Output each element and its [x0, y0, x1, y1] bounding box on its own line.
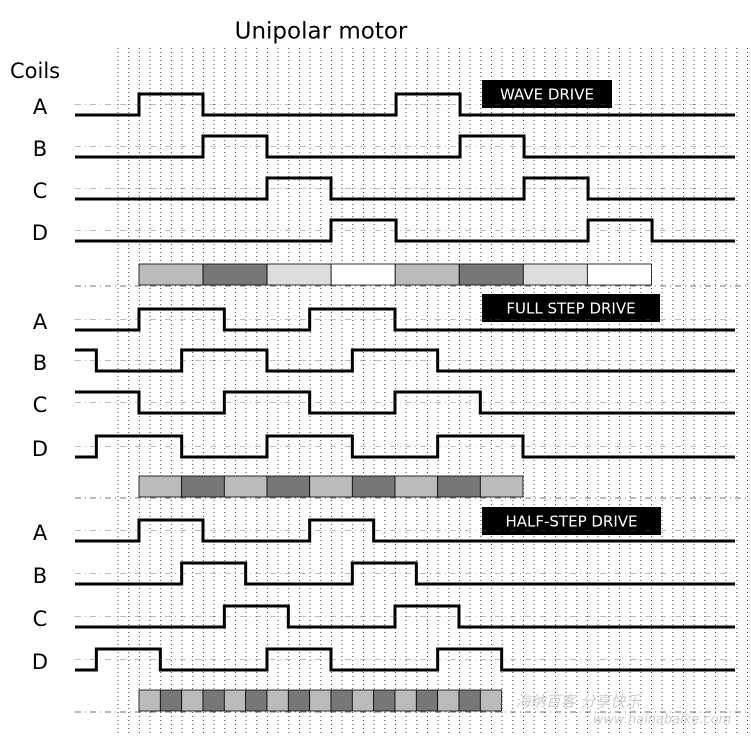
step-cell: [437, 689, 460, 712]
watermark: 海纳百客 分享快乐: [516, 693, 642, 711]
coil-label: D: [32, 650, 48, 674]
coil-label: B: [33, 564, 47, 588]
step-cell: [223, 475, 268, 498]
step-cell: [181, 689, 204, 712]
coil-label: C: [33, 393, 48, 417]
step-cell: [479, 689, 503, 712]
waveform: [75, 434, 735, 459]
watermark: www.hainabaike.com: [593, 713, 731, 728]
waveform: [75, 348, 735, 373]
step-cell: [223, 689, 247, 712]
waveform: [75, 604, 735, 629]
step-cell: [202, 689, 225, 712]
step-cell: [351, 689, 375, 712]
coil-label: B: [33, 137, 47, 161]
step-cell: [309, 689, 332, 712]
step-cell: [458, 689, 481, 712]
step-cell: [394, 689, 417, 712]
coil-label: C: [33, 179, 48, 203]
step-cell: [266, 263, 332, 286]
waveform: [75, 134, 735, 159]
step-cell: [266, 689, 289, 712]
mode-label: WAVE DRIVE: [500, 86, 594, 104]
step-cell: [309, 475, 353, 498]
step-cell: [202, 263, 268, 286]
coil-label: A: [33, 310, 48, 334]
coil-label: A: [33, 95, 48, 119]
step-cell: [138, 475, 183, 498]
step-cell: [437, 475, 481, 498]
step-cell: [330, 263, 396, 286]
step-cell: [522, 263, 588, 286]
waveform: [75, 390, 735, 415]
mode-label: HALF-STEP DRIVE: [505, 513, 637, 531]
coil-label: D: [32, 437, 48, 461]
step-cell: [394, 475, 439, 498]
step-cell: [159, 689, 183, 712]
step-cell: [330, 689, 353, 712]
coil-label: A: [33, 521, 48, 545]
step-cell: [373, 689, 396, 712]
mode-label: FULL STEP DRIVE: [506, 300, 635, 318]
step-cell: [181, 475, 225, 498]
step-cell: [415, 689, 439, 712]
step-cell: [138, 689, 161, 712]
mode-box: [482, 294, 660, 322]
step-cell: [138, 263, 204, 286]
step-cell: [458, 263, 524, 286]
waveform: [75, 647, 735, 672]
step-cell: [287, 689, 311, 712]
coil-label: C: [33, 607, 48, 631]
step-cell: [351, 475, 396, 498]
step-cell: [586, 263, 652, 286]
step-cell: [245, 689, 268, 712]
mode-box: [482, 80, 612, 108]
step-cell: [479, 475, 524, 498]
step-cell: [394, 263, 460, 286]
coils-label: Coils: [10, 59, 60, 83]
coil-label: D: [32, 221, 48, 245]
title: Unipolar motor: [235, 19, 408, 45]
step-cell: [266, 475, 311, 498]
coil-label: B: [33, 351, 47, 375]
